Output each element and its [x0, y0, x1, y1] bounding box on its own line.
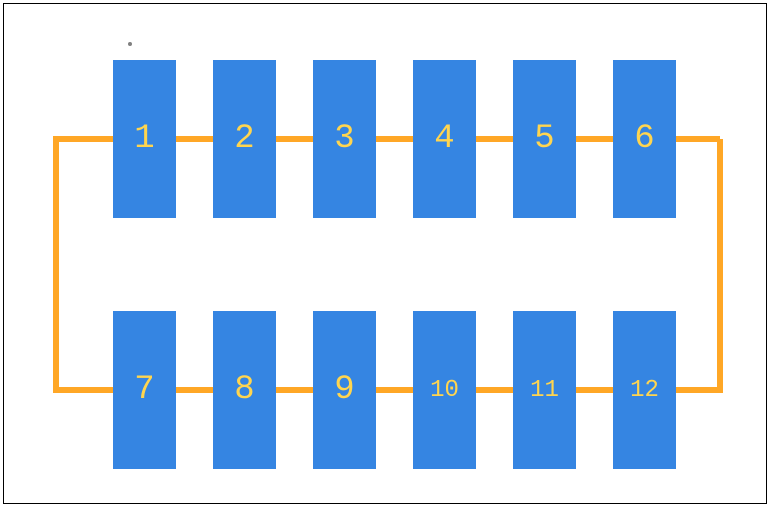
pad-label: 6 [634, 120, 654, 158]
pad-label: 4 [434, 120, 454, 158]
pad-4: 4 [413, 60, 476, 218]
pad-label: 9 [334, 371, 354, 409]
pad-11: 11 [513, 311, 576, 469]
pad-1: 1 [113, 60, 176, 218]
pad-label: 10 [430, 377, 459, 404]
pad-label: 2 [234, 120, 254, 158]
pad-label: 12 [630, 377, 659, 404]
pad-9: 9 [313, 311, 376, 469]
canvas: 123456789101112 [0, 0, 770, 507]
pad-3: 3 [313, 60, 376, 218]
pad-label: 7 [134, 371, 154, 409]
pad-6: 6 [613, 60, 676, 218]
pad-label: 11 [530, 377, 559, 404]
pad-label: 3 [334, 120, 354, 158]
pad-label: 5 [534, 120, 554, 158]
pad-10: 10 [413, 311, 476, 469]
pad-label: 1 [134, 120, 154, 158]
pad-label: 8 [234, 371, 254, 409]
pad-8: 8 [213, 311, 276, 469]
pad-12: 12 [613, 311, 676, 469]
pad-7: 7 [113, 311, 176, 469]
pad-5: 5 [513, 60, 576, 218]
pin1-marker-dot [128, 42, 132, 46]
pad-2: 2 [213, 60, 276, 218]
